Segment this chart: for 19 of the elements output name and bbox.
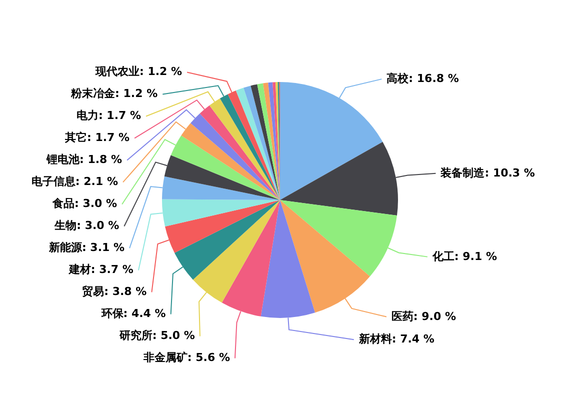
slice-label: 食品: 3.0 % [51, 197, 118, 210]
slice-label: 其它: 1.7 % [64, 131, 130, 144]
slice-label: 环保: 4.4 % [100, 307, 166, 320]
slice-label: 建材: 3.7 % [68, 263, 134, 276]
slice-label: 新材料: 7.4 % [358, 332, 434, 346]
slice-label: 电力: 1.7 % [76, 109, 142, 122]
slice-label: 粉末冶金: 1.2 % [70, 87, 158, 100]
slice-label: 装备制造: 10.3 % [440, 166, 535, 180]
slice-label: 生物: 3.0 % [54, 219, 120, 232]
slice-label: 锂电池: 1.8 % [46, 153, 122, 166]
slice-label: 医药: 9.0 % [391, 310, 456, 323]
slice-label: 非金属矿: 5.6 % [142, 351, 230, 364]
slice-label: 新能源: 3.1 % [48, 241, 125, 254]
slice-label: 高校: 16.8 % [386, 72, 459, 86]
slice-label: 化工: 9.1 % [431, 250, 498, 263]
slice-label: 电子信息: 2.1 % [31, 175, 118, 188]
slice-label: 现代农业: 1.2 % [94, 65, 182, 78]
slice-label: 贸易: 3.8 % [82, 285, 147, 298]
slice-label: 研究所: 5.0 % [118, 329, 195, 342]
